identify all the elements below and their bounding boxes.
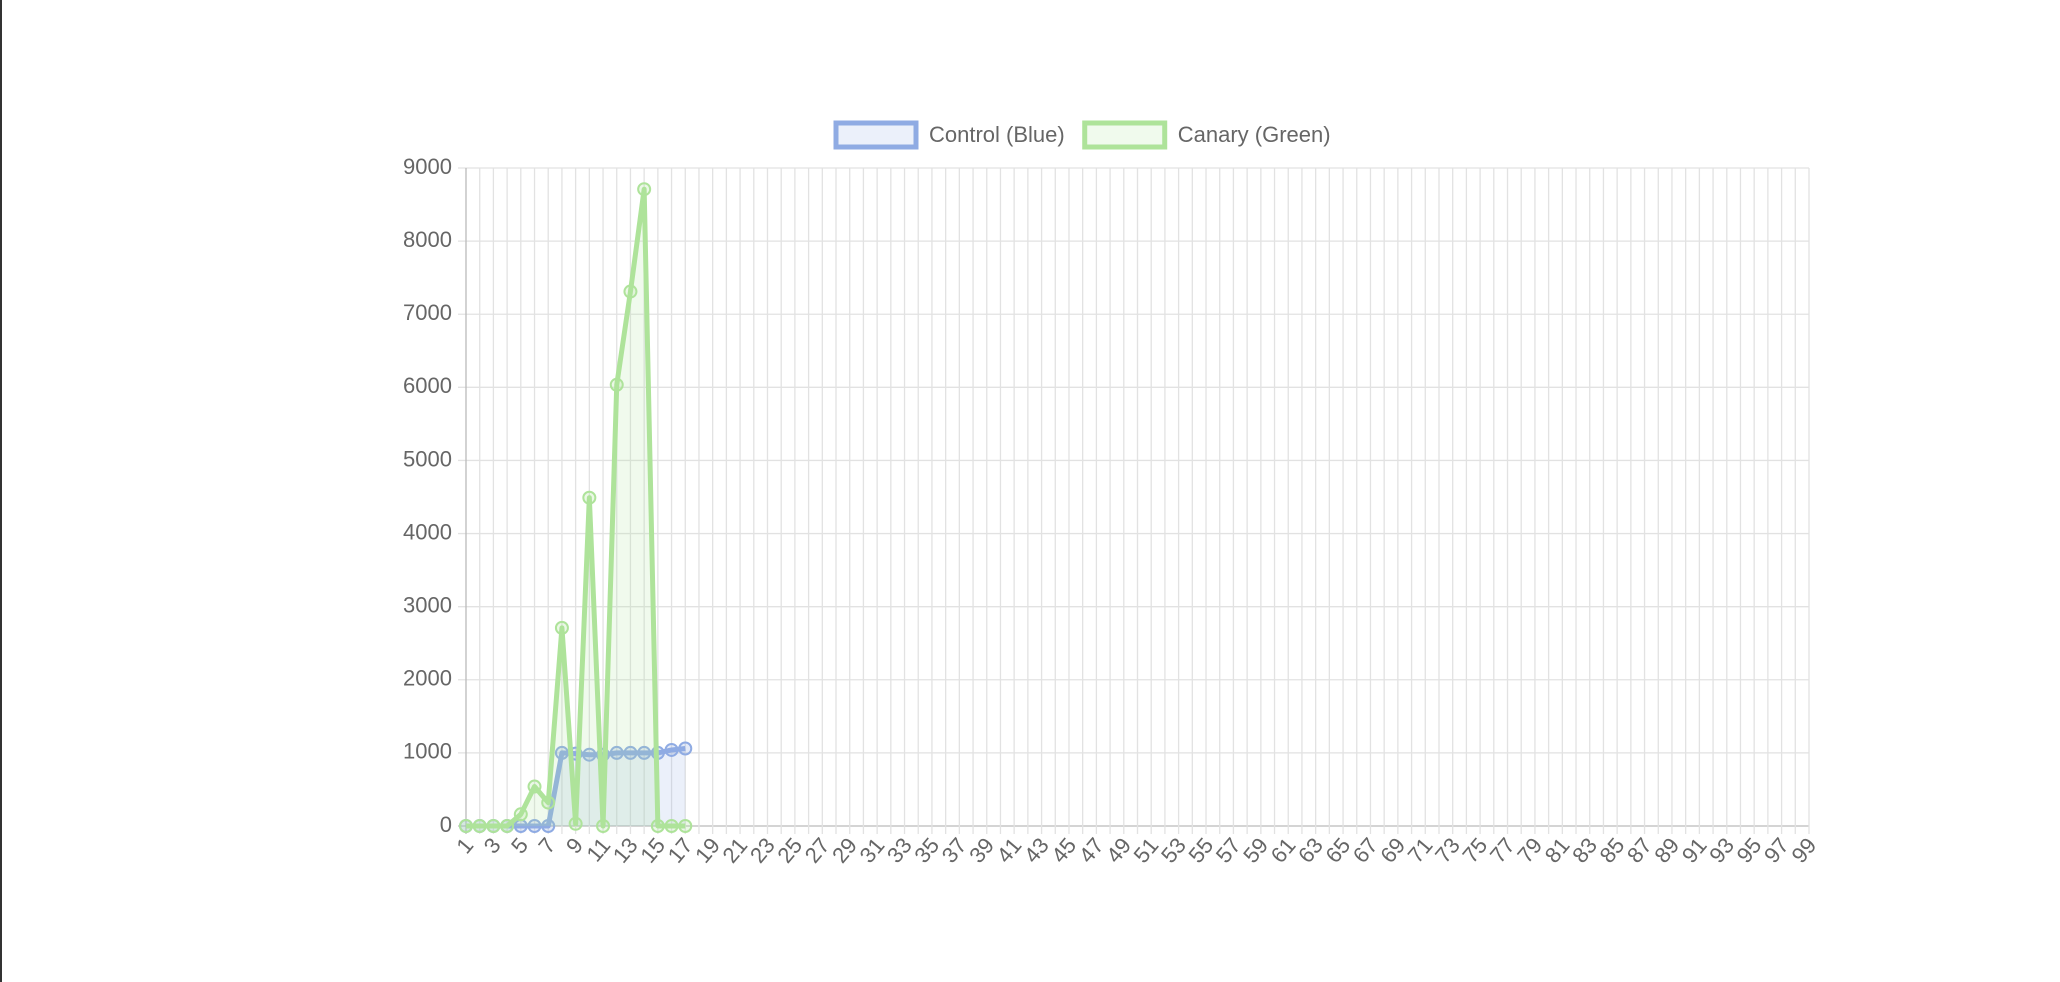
y-tick-label: 6000	[403, 373, 452, 398]
y-tick-label: 8000	[403, 227, 452, 252]
data-point	[568, 816, 583, 831]
data-point	[637, 182, 652, 197]
x-tick-label: 7	[533, 833, 560, 858]
x-tick-label: 9	[561, 833, 588, 858]
data-point	[609, 377, 624, 392]
data-point	[527, 779, 542, 794]
y-tick-label: 3000	[403, 592, 452, 617]
data-point	[664, 742, 679, 757]
y-tick-label: 2000	[403, 666, 452, 691]
data-point	[637, 745, 652, 760]
x-tick-label: 3	[479, 833, 506, 858]
data-point	[596, 819, 611, 833]
data-point	[678, 819, 693, 833]
y-tick-label: 7000	[403, 300, 452, 325]
data-point	[500, 819, 515, 833]
data-point	[678, 741, 693, 756]
x-tick-label: 1	[451, 833, 478, 858]
data-point	[623, 745, 638, 760]
legend-label: Canary (Green)	[1178, 122, 1331, 147]
data-point	[527, 819, 542, 833]
data-point	[554, 620, 569, 635]
y-tick-label: 0	[440, 812, 452, 837]
series-line	[466, 186, 686, 829]
x-tick-label: 5	[506, 833, 533, 858]
legend-swatch	[833, 120, 919, 150]
y-tick-label: 4000	[403, 519, 452, 544]
data-point	[459, 819, 473, 833]
data-point	[472, 819, 487, 833]
data-point	[513, 807, 528, 822]
data-point	[609, 745, 624, 760]
data-point	[582, 747, 597, 762]
legend-swatch	[1082, 120, 1168, 150]
data-point	[541, 819, 556, 833]
data-point	[541, 795, 556, 810]
legend-label: Control (Blue)	[929, 122, 1065, 147]
data-point	[554, 745, 569, 760]
x-tick-label: 99	[1786, 833, 1821, 868]
data-point	[582, 490, 597, 505]
data-point	[623, 284, 638, 299]
data-point	[486, 819, 501, 833]
y-tick-label: 5000	[403, 446, 452, 471]
data-point	[664, 819, 679, 833]
y-tick-label: 1000	[403, 739, 452, 764]
data-point	[650, 819, 665, 833]
y-tick-label: 9000	[403, 154, 452, 179]
series-area	[466, 189, 686, 827]
